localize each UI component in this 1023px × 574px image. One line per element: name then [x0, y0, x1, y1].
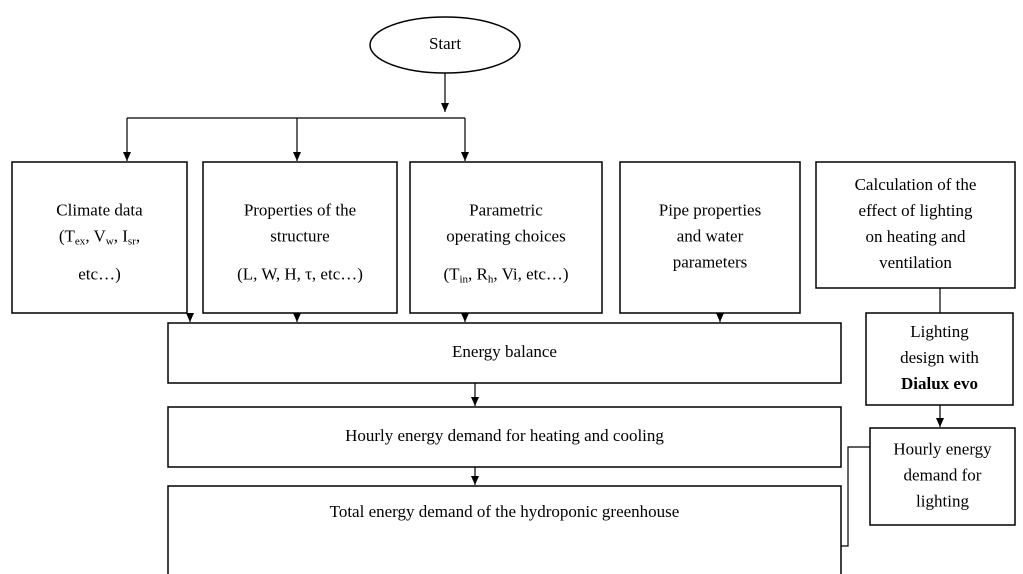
node: Pipe properties and water parameters	[619, 161, 801, 314]
node-label: demand for	[904, 465, 982, 484]
label-text: w	[106, 235, 114, 247]
box	[167, 406, 842, 468]
node-label: (Tex, Vw, Isr,	[59, 226, 140, 247]
label-text: ventilation	[879, 253, 952, 272]
label-text: Total energy demand of the hydroponic gr…	[330, 502, 680, 521]
node-label: on heating and	[865, 227, 966, 246]
node: Energy balance	[167, 322, 842, 384]
node-label: ventilation	[879, 253, 952, 272]
node: Hourly energy demand for lighting	[869, 427, 1016, 526]
label-text: in	[459, 273, 468, 285]
node-label: effect of lighting	[859, 201, 973, 220]
node: Lighting design with Dialux evo	[865, 312, 1014, 406]
label-text: ,	[136, 226, 140, 245]
label-text: and water	[677, 226, 744, 245]
label-text: Pipe properties	[659, 200, 761, 219]
box	[865, 312, 1014, 406]
node: Climate data (Tex, Vw, Isr, etc…)	[11, 161, 188, 314]
node-label: Calculation of the	[855, 175, 977, 194]
node: Start	[369, 16, 521, 74]
node-label: Properties of the	[244, 200, 356, 219]
node: Properties of the structure (L, W, H, τ, e…	[202, 161, 398, 314]
box	[409, 161, 603, 314]
start-ellipse	[369, 16, 521, 74]
label-text: Energy balance	[452, 342, 557, 361]
label-text: , I	[114, 226, 129, 245]
box	[619, 161, 801, 314]
node-label: Climate data	[56, 200, 143, 219]
label-text: , Vi, etc…)	[493, 264, 568, 283]
label-text: on heating and	[865, 227, 966, 246]
node-label: parameters	[673, 252, 748, 271]
node-label: operating choices	[446, 226, 565, 245]
node-label: Hourly energy	[893, 439, 992, 458]
label-text: (T	[443, 264, 460, 283]
node-label: etc…)	[78, 264, 120, 283]
label-text: , V	[85, 226, 106, 245]
label-text: operating choices	[446, 226, 565, 245]
node-label: design with	[900, 348, 979, 367]
box	[11, 161, 188, 314]
box	[167, 322, 842, 384]
node-label: (L, W, H, τ, etc…)	[237, 264, 363, 283]
label-text: design with	[900, 348, 979, 367]
node-label: Lighting	[910, 322, 969, 341]
box	[869, 427, 1016, 526]
label-text: Climate data	[56, 200, 143, 219]
node-label: Dialux evo	[901, 374, 978, 393]
node-label: Start	[429, 34, 461, 53]
label-text: , R	[468, 264, 489, 283]
node-label: Energy balance	[452, 342, 557, 361]
label-text: Dialux evo	[901, 374, 978, 393]
node-label: and water	[677, 226, 744, 245]
label-text: demand for	[904, 465, 982, 484]
box	[202, 161, 398, 314]
label-text: (L, W, H, τ, etc…)	[237, 264, 363, 283]
node-label: lighting	[916, 491, 969, 510]
node: Hourly energy demand for heating and coo…	[167, 406, 842, 468]
label-text: Hourly energy	[893, 439, 992, 458]
label-text: Parametric	[469, 200, 543, 219]
label-text: effect of lighting	[859, 201, 973, 220]
node: Parametric operating choices (Tin, Rh, Vi,…	[409, 161, 603, 314]
node-label: Parametric	[469, 200, 543, 219]
node-label: structure	[270, 226, 329, 245]
node-label: (Tin, Rh, Vi, etc…)	[443, 264, 568, 285]
label-text: structure	[270, 226, 329, 245]
label-text: Calculation of the	[855, 175, 977, 194]
label-text: ex	[75, 235, 86, 247]
label-text: lighting	[916, 491, 969, 510]
label-text: Start	[429, 34, 461, 53]
label-text: sr	[128, 235, 136, 247]
node-label: Total energy demand of the hydroponic gr…	[330, 502, 680, 521]
node-label: Pipe properties	[659, 200, 761, 219]
box	[167, 485, 842, 574]
node: Total energy demand of the hydroponic gr…	[167, 485, 842, 574]
node: Calculation of the effect of lighting on h…	[815, 161, 1016, 289]
label-text: Hourly energy demand for heating and coo…	[345, 426, 664, 445]
box	[815, 161, 1016, 289]
label-text: h	[488, 273, 494, 285]
node-label: Hourly energy demand for heating and coo…	[345, 426, 664, 445]
label-text: Properties of the	[244, 200, 356, 219]
label-text: parameters	[673, 252, 748, 271]
label-text: Lighting	[910, 322, 969, 341]
label-text: (T	[59, 226, 76, 245]
label-text: etc…)	[78, 264, 120, 283]
